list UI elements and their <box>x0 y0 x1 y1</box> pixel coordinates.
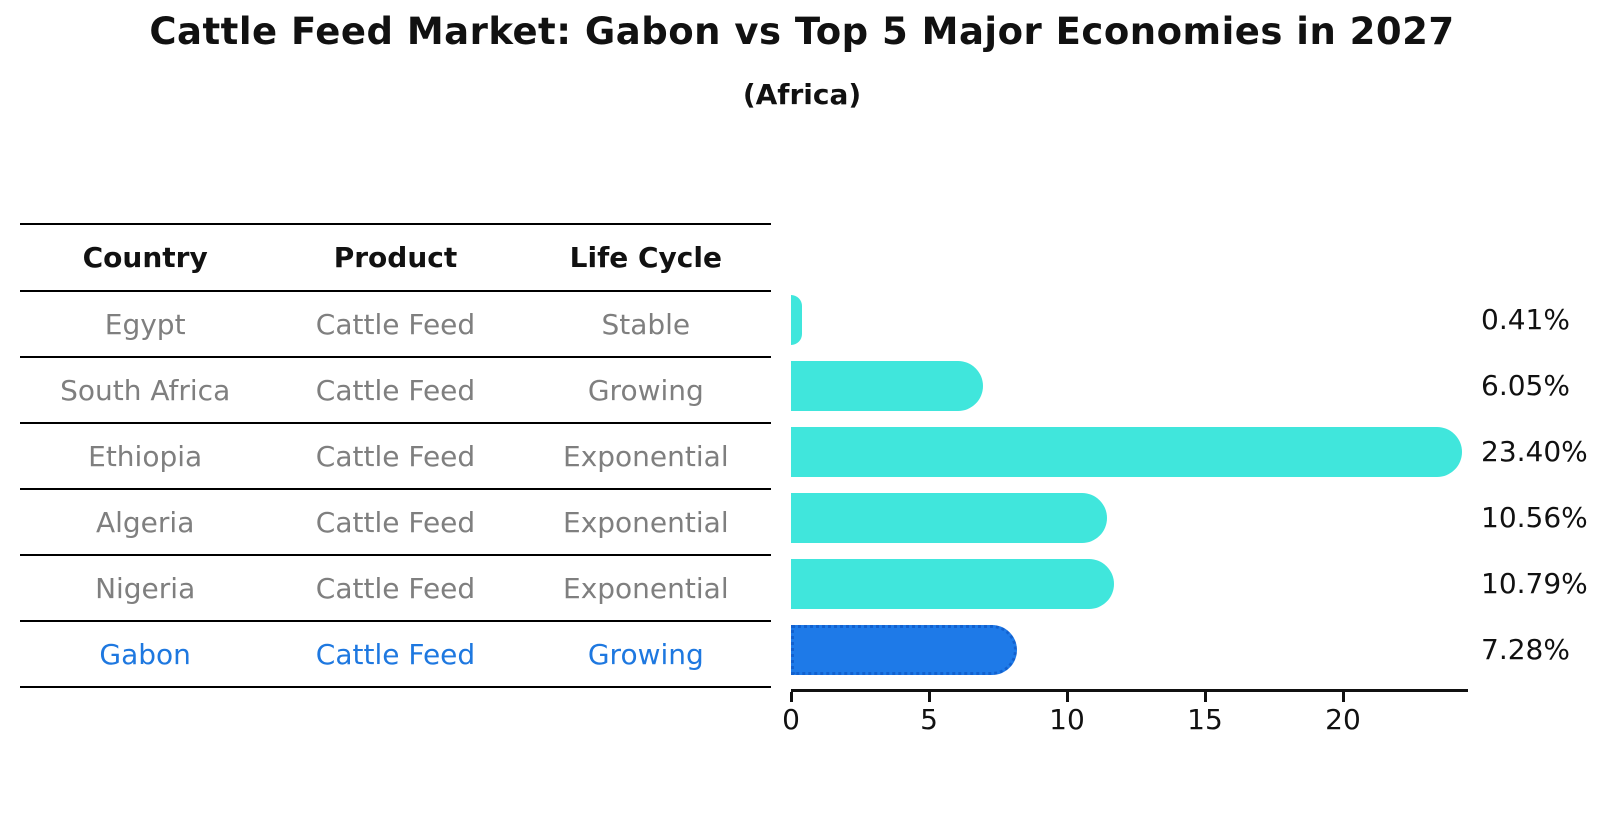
table-row-algeria: Algeria Cattle Feed Exponential <box>20 490 771 556</box>
table-cell-product: Cattle Feed <box>315 307 476 341</box>
bar-nigeria <box>791 559 1114 609</box>
table-cell-product: Cattle Feed <box>315 637 476 671</box>
bar-gabon <box>791 625 1017 675</box>
bar-egypt <box>791 295 803 345</box>
table-cell-life-cycle: Growing <box>587 373 704 407</box>
table-row-gabon: Gabon Cattle Feed Growing <box>20 622 771 688</box>
table-cell-country: Algeria <box>95 505 195 539</box>
table-cell-life-cycle: Exponential <box>563 439 729 473</box>
table-row-nigeria: Nigeria Cattle Feed Exponential <box>20 556 771 622</box>
chart-subtitle: (Africa) <box>742 78 862 111</box>
comparison-table: Country Product Life Cycle Egypt Cattle Fee… <box>20 223 771 688</box>
x-tick-mark <box>1204 692 1207 702</box>
table-cell-life-cycle: Exponential <box>563 505 729 539</box>
value-label-egypt: 0.41% <box>1481 303 1570 336</box>
x-tick-label: 5 <box>920 703 938 736</box>
x-tick-mark <box>790 692 793 702</box>
chart-title: Cattle Feed Market: Gabon vs Top 5 Major… <box>149 10 1455 53</box>
table-cell-country: Nigeria <box>95 571 196 605</box>
x-tick-label: 10 <box>1049 703 1085 736</box>
table-cell-life-cycle: Stable <box>601 307 691 341</box>
table-header-cell-life-cycle: Life Cycle <box>569 241 722 274</box>
bar-ethiopia <box>791 427 1462 477</box>
x-tick-mark <box>1066 692 1069 702</box>
x-tick-label: 0 <box>782 703 800 736</box>
table-cell-country: South Africa <box>60 373 231 407</box>
x-tick-label: 20 <box>1325 703 1361 736</box>
table-header-row: Country Product Life Cycle <box>20 225 771 292</box>
value-label-nigeria: 10.79% <box>1481 567 1588 600</box>
table-row-south-africa: South Africa Cattle Feed Growing <box>20 358 771 424</box>
table-cell-product: Cattle Feed <box>315 571 476 605</box>
value-label-south-africa: 6.05% <box>1481 369 1570 402</box>
x-tick-mark <box>928 692 931 702</box>
table-cell-life-cycle: Exponential <box>563 571 729 605</box>
bar-south-africa <box>791 361 983 411</box>
table-cell-country: Egypt <box>104 307 186 341</box>
table-cell-product: Cattle Feed <box>315 439 476 473</box>
x-axis-line <box>791 689 1468 692</box>
table-cell-product: Cattle Feed <box>315 373 476 407</box>
value-label-gabon: 7.28% <box>1481 633 1570 666</box>
table-header-cell-product: Product <box>333 241 458 274</box>
value-label-algeria: 10.56% <box>1481 501 1588 534</box>
table-cell-country: Ethiopia <box>88 439 203 473</box>
table-row-ethiopia: Ethiopia Cattle Feed Exponential <box>20 424 771 490</box>
table-cell-product: Cattle Feed <box>315 505 476 539</box>
x-tick-mark <box>1342 692 1345 702</box>
table-cell-life-cycle: Growing <box>587 637 704 671</box>
table-row-egypt: Egypt Cattle Feed Stable <box>20 292 771 358</box>
table-cell-country: Gabon <box>99 637 191 671</box>
bar-algeria <box>791 493 1108 543</box>
table-header-cell-country: Country <box>82 241 208 274</box>
x-tick-label: 15 <box>1187 703 1223 736</box>
value-label-ethiopia: 23.40% <box>1481 435 1588 468</box>
